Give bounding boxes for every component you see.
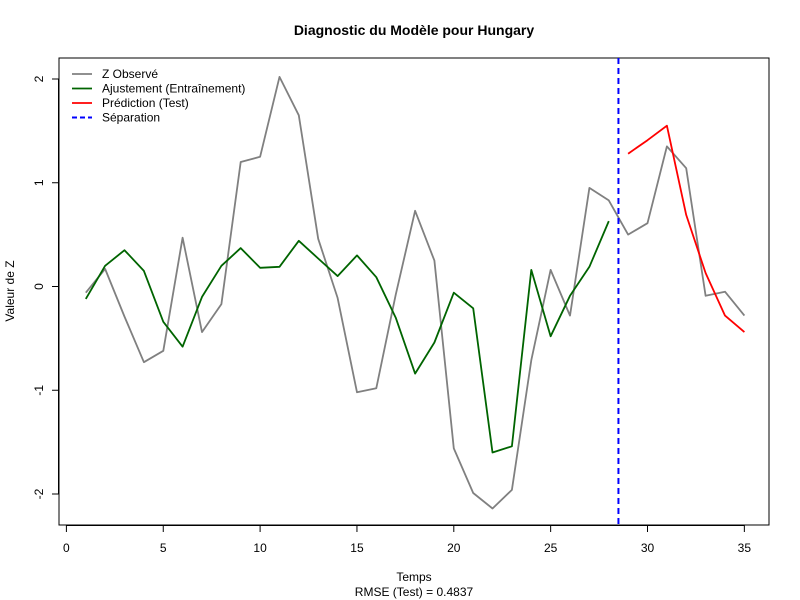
y-axis: -2 -1 0 1 2: [32, 75, 59, 499]
rmse-label: RMSE (Test) = 0.4837: [355, 585, 474, 599]
series-layer: [85, 76, 746, 510]
x-tick-label: 0: [63, 541, 70, 555]
x-tick-label: 15: [350, 541, 364, 555]
x-tick-label: 25: [544, 541, 558, 555]
legend-label: Ajustement (Entraînement): [102, 82, 245, 96]
x-axis: 0 5 10 15 20 25 30 35: [63, 525, 751, 555]
y-tick-label: -2: [32, 488, 46, 499]
series-line-0: [85, 76, 746, 510]
legend-label: Prédiction (Test): [102, 96, 189, 110]
y-tick-label: 0: [32, 283, 46, 290]
x-tick-label: 30: [641, 541, 655, 555]
y-tick-label: -1: [32, 385, 46, 396]
x-tick-label: 35: [738, 541, 752, 555]
x-axis-label: Temps: [396, 570, 431, 584]
y-axis-label: Valeur de Z: [3, 260, 17, 321]
legend-label: Z Observé: [102, 67, 158, 81]
x-tick-label: 5: [160, 541, 167, 555]
chart-title: Diagnostic du Modèle pour Hungary: [294, 22, 535, 38]
x-tick-label: 10: [253, 541, 267, 555]
series-line-1: [85, 220, 610, 454]
x-tick-label: 20: [447, 541, 461, 555]
series-line-2: [627, 124, 745, 333]
legend-label: Séparation: [102, 111, 160, 125]
y-tick-label: 1: [32, 179, 46, 186]
y-tick-label: 2: [32, 75, 46, 82]
